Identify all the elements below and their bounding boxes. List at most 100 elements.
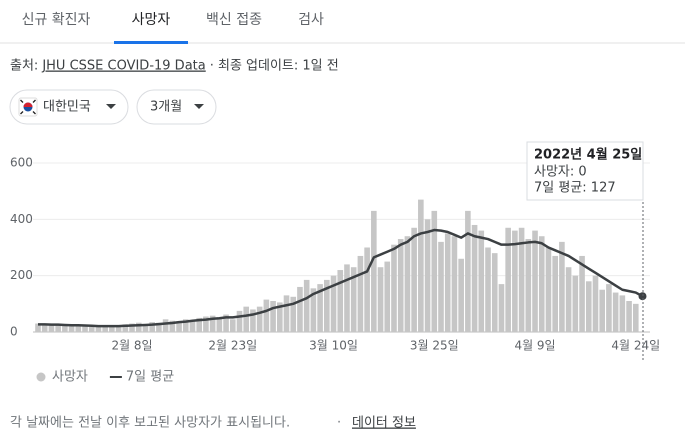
bar: [330, 275, 337, 332]
bar: [324, 279, 330, 332]
bar: [538, 236, 545, 332]
bar: [606, 284, 612, 332]
dropdown-caret: [194, 104, 204, 109]
tab[interactable]: 검사: [298, 12, 324, 28]
country-chip[interactable]: [9, 89, 129, 125]
legend-label: 7일 평균: [126, 370, 174, 385]
bar: [364, 247, 370, 332]
footer-link[interactable]: 데이터 정보: [352, 416, 416, 431]
x-tick-label: 4월 24일: [611, 339, 660, 353]
range-label: 3개월: [150, 100, 182, 115]
bar: [612, 292, 619, 332]
bar: [357, 255, 364, 332]
tab[interactable]: 백신 접종: [206, 12, 262, 28]
bar: [122, 324, 129, 332]
bar: [599, 289, 605, 332]
bar: [303, 279, 310, 332]
x-tick-label: 2월 23일: [208, 339, 257, 353]
bar: [465, 210, 471, 332]
legend: 사망자 7일 평균: [36, 370, 174, 385]
bar: [196, 317, 202, 332]
bar: [135, 322, 142, 332]
tab-active[interactable]: 사망자: [132, 12, 171, 28]
bar: [182, 319, 189, 332]
bar: [626, 301, 632, 332]
tooltip-date: 2022년 4월 25일: [534, 147, 642, 163]
dropdown-caret: [106, 104, 116, 109]
tooltip-line: 7일 평균: 127: [534, 181, 616, 196]
bar: [525, 239, 532, 332]
bar: [424, 219, 431, 332]
footer-note: 각 날짜에는 전날 이후 보고된 사망자가 표시됩니다.: [10, 416, 290, 431]
bar: [619, 295, 626, 332]
bar: [250, 309, 256, 332]
bar: [243, 306, 250, 332]
y-tick-label: 200: [10, 268, 33, 282]
bar: [256, 306, 263, 332]
bar: [451, 236, 458, 332]
bar: [162, 319, 169, 332]
y-tick-label: 400: [10, 212, 33, 226]
bar: [498, 284, 505, 332]
bar: [209, 315, 216, 332]
tab[interactable]: 신규 확진자: [22, 12, 91, 28]
hover-point: [638, 292, 647, 301]
bar: [88, 326, 95, 332]
bar: [391, 244, 397, 332]
bar: [505, 227, 511, 332]
bar: [565, 267, 572, 332]
bar: [532, 230, 538, 332]
bar: [310, 288, 317, 332]
bar: [478, 230, 485, 332]
bar: [223, 314, 229, 332]
bar: [142, 324, 149, 332]
bar: [115, 326, 122, 332]
y-tick-label: 0: [10, 325, 18, 339]
bar: [545, 247, 552, 332]
bar: [48, 324, 55, 332]
bar: [283, 295, 290, 332]
bar: [471, 224, 478, 332]
bar: [458, 258, 464, 332]
x-tick-label: 3월 25일: [410, 339, 459, 353]
bar: [512, 230, 518, 332]
bar: [169, 320, 176, 332]
bar: [290, 296, 297, 332]
bar: [518, 227, 525, 332]
bar: [216, 318, 223, 332]
y-tick-label: 600: [10, 156, 33, 170]
legend-label: 사망자: [52, 370, 88, 385]
bar: [491, 253, 498, 332]
bar: [236, 310, 243, 332]
bar: [297, 286, 303, 332]
bar: [572, 275, 579, 332]
bar: [156, 322, 162, 332]
bar: [438, 241, 444, 332]
bar: [263, 299, 270, 332]
average-line: [38, 228, 644, 328]
bar: [55, 325, 61, 332]
bar: [176, 321, 182, 332]
country-label: 대한민국: [43, 100, 91, 115]
source-label: 출처:: [10, 59, 38, 74]
bar: [384, 261, 391, 332]
footer-separator: ·: [337, 416, 341, 431]
bar: [189, 320, 196, 332]
bar: [102, 325, 108, 332]
bar: [75, 324, 82, 332]
bar: [377, 267, 384, 332]
flag-icon: [18, 97, 38, 117]
bars: [35, 199, 639, 332]
bar: [404, 236, 411, 332]
range-chip[interactable]: [136, 89, 217, 125]
bar: [109, 325, 115, 332]
bar: [129, 323, 135, 332]
bar: [82, 325, 88, 332]
bar: [371, 210, 377, 332]
bar: [418, 199, 424, 332]
bar: [579, 255, 585, 332]
source-link[interactable]: JHU CSSE COVID-19 Data: [41, 59, 205, 74]
bar: [149, 322, 155, 332]
bar: [41, 324, 48, 332]
